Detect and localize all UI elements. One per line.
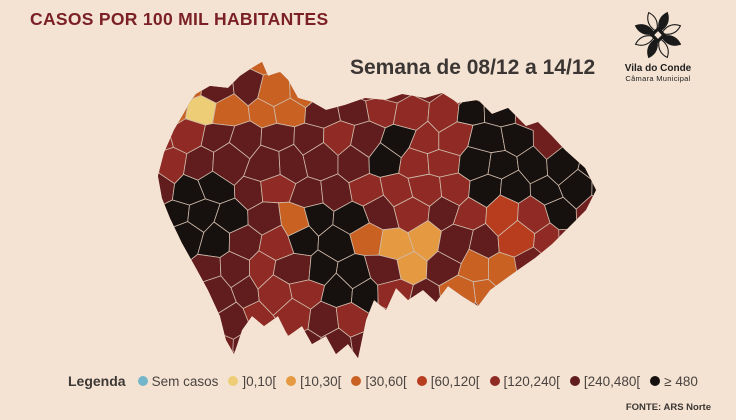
legend-item-label: [30,60[	[365, 373, 407, 389]
legend-dot-icon	[489, 376, 500, 386]
legend-items: Sem casos ]0,10[ [10,30[ [30,60[ [60,120[ [12…	[137, 373, 698, 389]
legend-item: ]0,10[	[228, 374, 276, 389]
legend-item: [240,480[	[569, 373, 641, 389]
source-note: FONTE: ARS Norte	[625, 402, 711, 413]
vila-do-conde-logo: Vila do Conde Câmara Municipal	[598, 8, 718, 83]
legend-item: [10,30[	[286, 374, 341, 389]
legend-dot-icon	[228, 376, 239, 386]
legend-item: [60,120[	[416, 373, 480, 389]
municipality-cell	[158, 121, 174, 153]
legend-dot-icon	[351, 376, 362, 386]
legend-item: [120,240[	[489, 373, 560, 389]
legend: Legenda Sem casos ]0,10[ [10,30[ [30,60[ [60…	[68, 373, 698, 389]
legend-item-label: [10,30[	[300, 373, 342, 389]
choropleth-map	[140, 58, 650, 368]
municipality-cell	[213, 62, 249, 74]
flower-logo-icon	[634, 11, 682, 59]
legend-item-label: [120,240[	[503, 373, 560, 389]
legend-dot-icon	[137, 376, 148, 386]
legend-item-label: ]0,10[	[242, 373, 277, 389]
legend-item-label: [60,120[	[430, 373, 480, 389]
legend-item: Sem casos	[137, 373, 219, 389]
legend-item-label: Sem casos	[151, 373, 219, 389]
legend-item: [30,60[	[351, 373, 407, 389]
municipality-cell	[483, 91, 517, 128]
logo-line2: Câmara Municipal	[625, 74, 691, 83]
municipality-cell	[591, 174, 596, 211]
municipality-cell	[288, 328, 322, 358]
municipality-cell	[456, 97, 486, 126]
municipality-cell	[186, 62, 222, 77]
legend-item-label: ≥ 480	[664, 373, 698, 389]
municipality-cell	[377, 278, 414, 317]
legend-item: ≥ 480	[650, 374, 698, 389]
municipality-cell	[350, 329, 386, 358]
municipality-cell	[472, 278, 505, 315]
legend-item-label: [240,480[	[583, 373, 641, 389]
legend-title: Legenda	[68, 373, 126, 389]
legend-dot-icon	[286, 376, 297, 386]
page-title: CASOS POR 100 MIL HABITANTES	[30, 9, 329, 29]
map-svg	[158, 62, 596, 358]
legend-dot-icon	[416, 376, 427, 386]
week-subtitle: Semana de 08/12 a 14/12	[350, 56, 596, 79]
municipality-cell	[273, 62, 309, 76]
logo-line1: Vila do Conde	[624, 63, 692, 74]
legend-dot-icon	[650, 376, 661, 386]
legend-dot-icon	[569, 376, 580, 386]
